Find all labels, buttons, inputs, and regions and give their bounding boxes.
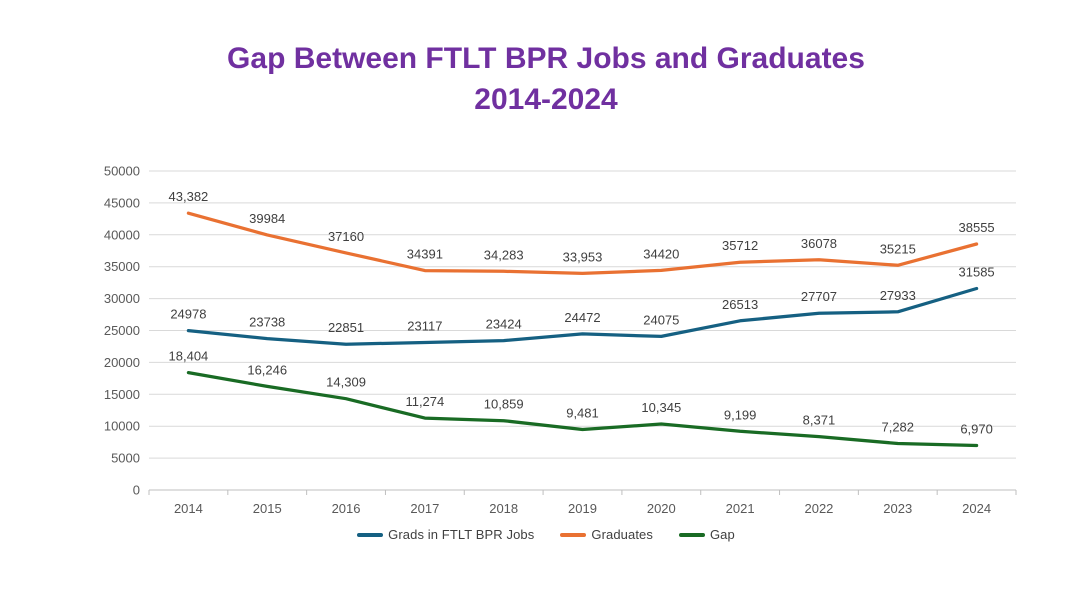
data-label: 10,859: [484, 397, 524, 412]
y-axis-tick-label: 40000: [104, 227, 140, 242]
y-axis-tick-label: 0: [133, 483, 140, 498]
data-label: 34,283: [484, 247, 524, 262]
data-label: 23424: [486, 317, 522, 332]
data-label: 7,282: [881, 420, 914, 435]
legend-item-graduates: Graduates: [560, 527, 653, 542]
chart-title-line1: Gap Between FTLT BPR Jobs and Graduates: [227, 42, 865, 75]
y-axis-tick-label: 35000: [104, 259, 140, 274]
data-label: 37160: [328, 229, 364, 244]
data-label: 36078: [801, 236, 837, 251]
x-axis-labels: 2014 2015 2016 2017 2018 2019 2020 2021 2022 2023…: [174, 501, 991, 516]
data-label: 23738: [249, 315, 285, 330]
data-label: 24978: [170, 307, 206, 322]
data-label: 27707: [801, 289, 837, 304]
y-axis-tick-label: 10000: [104, 419, 140, 434]
chart-title-line2: 2014-2024: [474, 83, 618, 116]
data-label: 24472: [564, 310, 600, 325]
x-axis-tick-label: 2022: [804, 501, 833, 516]
data-label: 10,345: [641, 400, 681, 415]
chart-legend: Grads in FTLT BPR Jobs Graduates Gap: [0, 527, 1092, 542]
x-axis-tick-label: 2019: [568, 501, 597, 516]
data-label: 35712: [722, 238, 758, 253]
y-axis-tick-label: 45000: [104, 195, 140, 210]
legend-item-grads-in-ftlt-bpr-jobs: Grads in FTLT BPR Jobs: [357, 527, 534, 542]
data-label: 18,404: [169, 349, 209, 364]
data-label: 33,953: [563, 249, 603, 264]
data-labels-graduates: 43,382 39984 37160 34391 34,283 33,953 34420 35…: [169, 189, 995, 264]
data-label: 27933: [880, 288, 916, 303]
data-label: 34391: [407, 247, 443, 262]
data-label: 43,382: [169, 189, 209, 204]
x-axis-tick-label: 2024: [962, 501, 991, 516]
x-axis-tick-label: 2023: [883, 501, 912, 516]
data-label: 38555: [959, 220, 995, 235]
y-axis-tick-label: 15000: [104, 387, 140, 402]
legend-label: Grads in FTLT BPR Jobs: [388, 527, 535, 542]
legend-line-marker-blue: [357, 532, 384, 537]
data-label: 16,246: [247, 362, 287, 377]
y-axis-tick-label: 50000: [104, 164, 140, 179]
y-axis-tick-label: 20000: [104, 355, 140, 370]
x-axis-tick-label: 2018: [489, 501, 518, 516]
data-label: 34420: [643, 246, 679, 261]
data-label: 23117: [407, 319, 442, 334]
legend-line-marker-orange: [560, 532, 587, 537]
data-label: 22851: [328, 320, 364, 335]
data-label: 35215: [880, 241, 916, 256]
x-axis-tick-label: 2017: [410, 501, 439, 516]
legend-item-gap: Gap: [678, 527, 735, 542]
data-label: 26513: [722, 297, 758, 312]
x-axis-tick-label: 2014: [174, 501, 203, 516]
series-line-gap: [186, 370, 979, 448]
series-line-grads-in-ftlt-bpr-jobs: [186, 286, 979, 346]
x-axis-tick-label: 2015: [253, 501, 282, 516]
series-line-graduates: [186, 211, 979, 276]
legend-label: Gap: [709, 527, 735, 542]
data-label: 11,274: [405, 394, 444, 409]
chart-title: Gap Between FTLT BPR Jobs and Graduates …: [0, 38, 1092, 120]
data-label: 8,371: [803, 413, 836, 428]
y-axis-tick-label: 30000: [104, 291, 140, 306]
y-gridlines: [149, 170, 1016, 459]
legend-line-marker-green: [678, 532, 705, 537]
y-axis-labels: 0 5000 10000 15000 20000 25000 30000 35000 40000…: [104, 164, 140, 498]
data-label: 24075: [643, 312, 679, 327]
legend-label: Graduates: [591, 527, 653, 542]
y-axis-tick-label: 25000: [104, 323, 140, 338]
data-label: 31585: [959, 264, 995, 279]
data-label: 6,970: [960, 422, 993, 437]
x-axis-ticks: [148, 490, 1017, 495]
data-label: 9,481: [566, 406, 599, 421]
data-label: 9,199: [724, 407, 757, 422]
data-label: 14,309: [326, 375, 366, 390]
y-axis-tick-label: 5000: [111, 451, 140, 466]
data-labels-grads-in-ftlt-bpr-jobs: 24978 23738 22851 23117 23424 24472 24075 26513…: [170, 264, 994, 335]
data-label: 39984: [249, 211, 285, 226]
data-labels-gap: 18,404 16,246 14,309 11,274 10,859 9,481 10,34…: [169, 349, 993, 437]
x-axis-tick-label: 2016: [332, 501, 361, 516]
x-axis-tick-label: 2021: [726, 501, 755, 516]
x-axis-tick-label: 2020: [647, 501, 676, 516]
